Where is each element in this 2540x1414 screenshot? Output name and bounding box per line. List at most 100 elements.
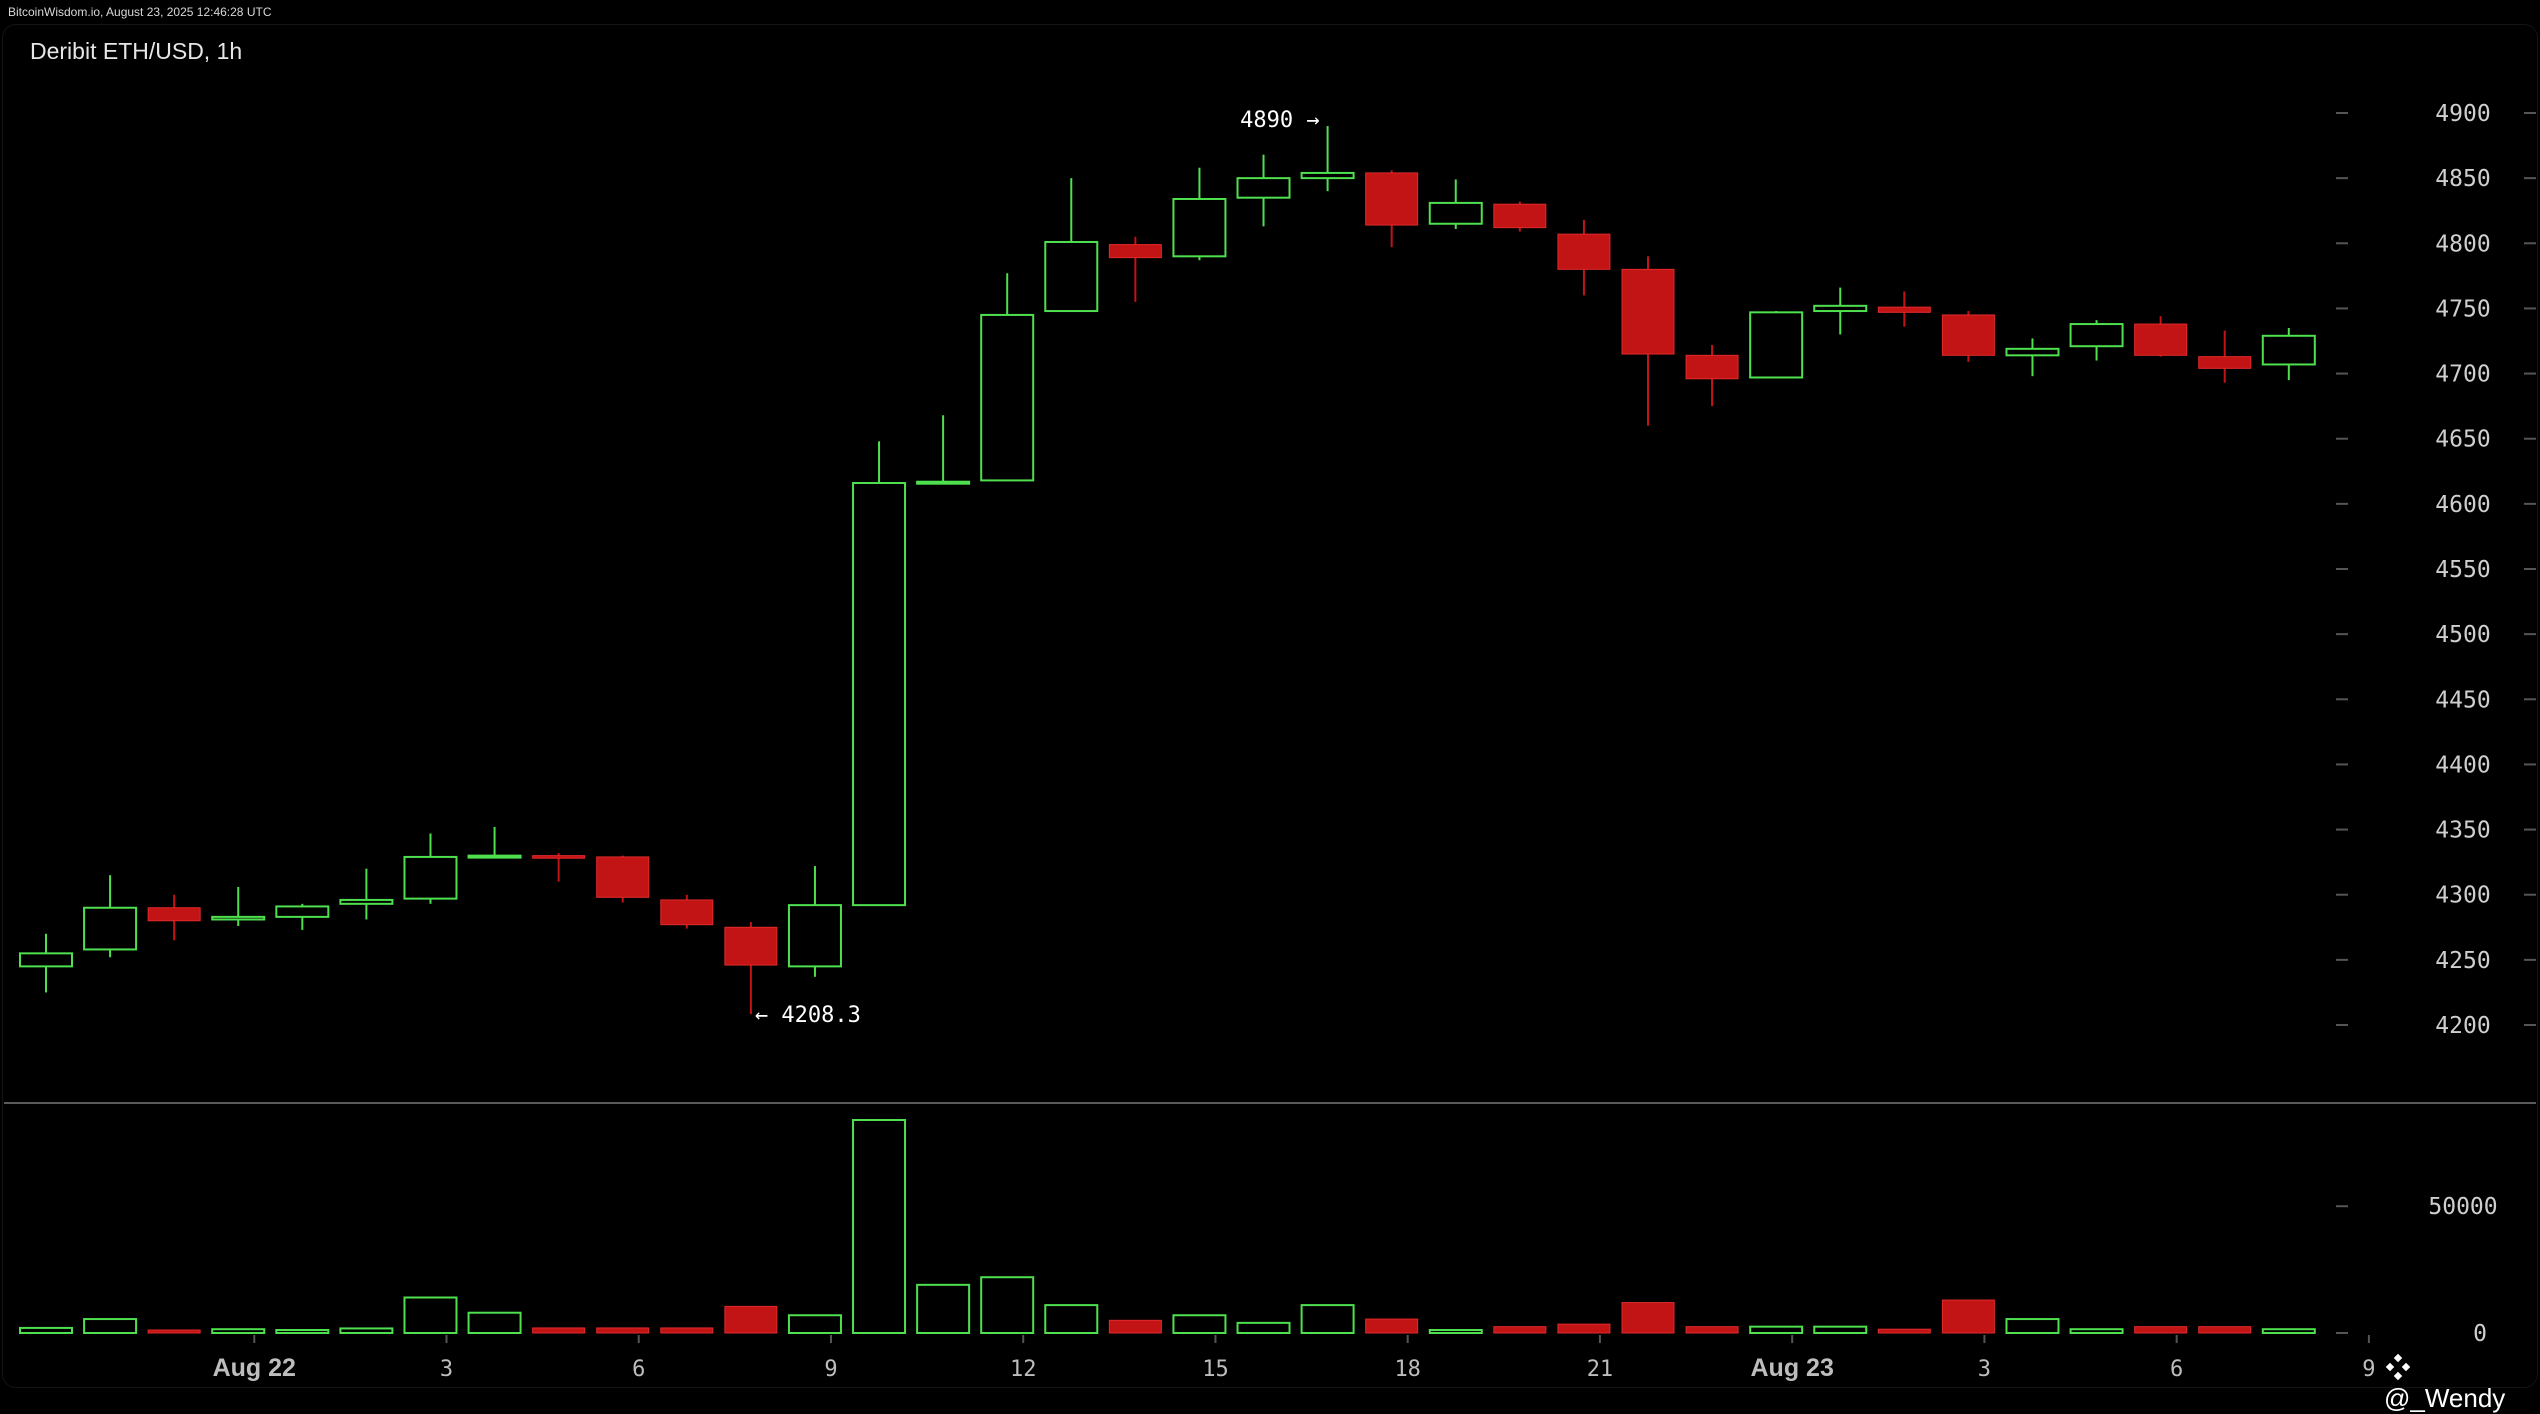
volume-bar [19,1326,73,1335]
volume-bar [596,1327,650,1334]
candle [724,922,778,1015]
candle-body [467,854,522,859]
volume-axis: 0 50000 [2336,1194,2498,1347]
candle-body [2198,356,2252,369]
time-tick-label: 12 [1010,1357,1037,1382]
candle-body [1172,197,1227,258]
candle-body [596,856,650,898]
volume-bar [916,1283,971,1334]
candle-body [852,482,907,907]
time-tick-label: Aug 23 [1751,1354,1834,1382]
candle [211,886,266,926]
time-tick-label: 9 [2362,1357,2375,1382]
time-tick-label: 9 [824,1357,837,1382]
price-tick-label: 4550 [2435,557,2490,583]
volume-bar [83,1318,138,1335]
time-tick-label: 21 [1587,1357,1614,1382]
price-tick-label: 4700 [2435,362,2490,388]
candle [1300,126,1355,192]
volume-bar [852,1119,907,1334]
chart-frame [2,24,2538,1388]
price-tick-label: 4750 [2435,296,2490,322]
candle-body [2261,334,2316,366]
time-tick-label: 6 [632,1357,645,1382]
candle-body [1428,201,1483,225]
volume-bar [1493,1326,1547,1334]
candle [2069,320,2124,361]
time-tick-label: 3 [440,1357,453,1382]
volume-bars [19,1119,2316,1335]
chart-title: Deribit ETH/USD, 1h [30,38,243,64]
candle-body [2134,323,2188,356]
candle [2005,338,2060,377]
candle-body [2005,347,2060,357]
candle-body [1877,306,1931,313]
candle [1428,179,1483,229]
volume-bar [724,1305,778,1334]
top-bar: BitcoinWisdom.io, August 23, 2025 12:46:… [0,0,2540,24]
candle [1236,154,1291,227]
candle [1877,291,1931,327]
candle [2198,330,2252,383]
candle-body [1685,354,1739,380]
volume-bar [1557,1323,1611,1334]
time-tick-label: Aug 22 [213,1354,296,1382]
volume-bar [467,1311,522,1334]
watermark: @_Wendy [2384,1348,2540,1414]
volume-bar [1749,1325,1804,1335]
volume-bar [403,1296,458,1334]
candle [1365,170,1419,248]
price-tick-label: 4500 [2435,622,2490,648]
price-tick-label: 4900 [2435,101,2490,127]
volume-bar [1621,1302,1675,1334]
price-axis: 4200 4250 4300 4350 4400 4450 4500 4550 4600 4650… [2336,101,2536,1039]
candle [19,933,73,993]
candle-body [1044,240,1099,313]
candle [467,826,522,859]
volume-bar [532,1327,586,1334]
time-tick-label: 18 [1394,1357,1421,1382]
candle [1557,219,1611,296]
candle-body [1300,171,1355,180]
time-axis: Aug 22 3 6 9 12 15 18 21 Aug 23 3 6 9 [213,1335,2376,1382]
time-tick-label: 15 [1202,1357,1229,1382]
volume-bar [1428,1329,1483,1334]
price-tick-label: 4250 [2435,948,2490,974]
volume-bar [2069,1328,2124,1334]
candle-body [211,915,266,921]
volume-bar [1108,1319,1162,1334]
volume-bar [1877,1328,1931,1334]
price-tick-label: 4800 [2435,231,2490,257]
candle-body [1108,244,1162,259]
price-tick-label: 4450 [2435,687,2490,713]
time-tick-label: 3 [1978,1357,1991,1382]
candle-body [1621,268,1675,355]
candle-body [2069,323,2124,348]
price-tick-label: 4200 [2435,1013,2490,1039]
price-tick-label: 4650 [2435,427,2490,453]
candle-body [1749,311,1804,379]
candle [1685,344,1739,407]
volume-bar [1813,1325,1868,1335]
candle [2261,327,2316,381]
candle [1172,167,1227,261]
candle [339,868,394,920]
candle-body [1813,304,1868,313]
volume-bar [660,1327,714,1334]
volume-bar [1172,1314,1227,1334]
candle-body [660,899,714,926]
candle-body [980,313,1035,482]
candle-body [83,906,138,951]
candle [83,875,138,958]
price-tick-label: 4350 [2435,818,2490,844]
candle-body [275,905,330,918]
volume-bar [339,1327,394,1334]
candle-body [147,907,201,922]
candle [660,894,714,929]
volume-bar [1044,1304,1099,1335]
candle [1108,236,1162,302]
volume-bar [787,1314,842,1334]
volume-bar [147,1329,201,1334]
volume-bar [1236,1321,1291,1335]
volume-tick-label: 0 [2473,1321,2487,1347]
